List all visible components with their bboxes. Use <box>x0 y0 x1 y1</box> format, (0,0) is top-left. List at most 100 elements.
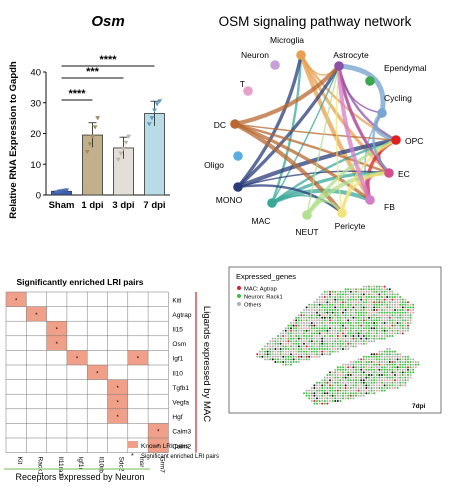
spatial-spot <box>339 337 342 340</box>
spatial-spot <box>336 381 339 384</box>
spatial-spot <box>391 358 394 361</box>
spatial-spot <box>368 322 370 324</box>
spatial-spot <box>323 290 326 293</box>
spatial-spot <box>375 293 378 296</box>
spatial-spot <box>394 332 396 335</box>
spatial-spot <box>412 306 415 309</box>
spatial-spot <box>349 384 352 387</box>
spatial-spot <box>396 371 399 374</box>
spatial-spot <box>339 296 342 298</box>
spatial-spot <box>329 324 331 327</box>
spatial-spot <box>323 384 326 387</box>
spatial-spot <box>409 306 412 309</box>
spatial-spot <box>308 353 311 356</box>
spatial-spot <box>409 366 412 369</box>
spatial-spot <box>323 394 326 397</box>
spatial-spot <box>404 355 407 358</box>
spatial-spot <box>310 400 313 402</box>
spatial-spot <box>404 368 407 371</box>
spatial-spot <box>360 384 363 387</box>
spatial-spot <box>370 311 373 314</box>
spatial-spot <box>342 381 344 384</box>
spatial-spot <box>409 368 412 371</box>
spatial-spot <box>409 314 412 317</box>
spatial-spot <box>336 342 339 345</box>
spatial-spot <box>349 392 352 395</box>
spatial-spot <box>365 381 368 384</box>
spatial-spot <box>370 361 373 363</box>
spatial-spot <box>388 355 391 358</box>
spatial-spot <box>347 303 350 306</box>
spatial-spot <box>373 387 376 389</box>
spatial-spot <box>336 311 339 314</box>
spatial-spot <box>375 303 378 306</box>
spatial-spot <box>378 301 381 304</box>
spatial-spot <box>300 350 303 353</box>
spatial-spot <box>347 384 350 387</box>
spatial-spot <box>401 374 404 376</box>
spatial-spot <box>313 327 316 330</box>
spatial-spot <box>375 355 378 358</box>
spatial-spot <box>305 389 308 392</box>
spatial-spot <box>347 296 350 298</box>
spatial-spot <box>321 324 324 327</box>
spatial-spot <box>409 309 412 311</box>
spatial-spot <box>295 316 298 319</box>
spatial-spot <box>305 319 308 322</box>
spatial-spot <box>368 285 370 288</box>
spatial-spot <box>352 371 355 374</box>
spatial-spot <box>365 324 368 327</box>
spatial-spot <box>388 319 391 322</box>
spatial-spot <box>336 293 339 296</box>
spatial-spot <box>292 350 295 353</box>
lri-significant-marker: * <box>56 342 59 348</box>
spatial-spot <box>284 358 287 361</box>
spatial-spot <box>326 290 329 293</box>
spatial-spot <box>292 340 295 343</box>
spatial-spot <box>381 337 383 340</box>
spatial-spot <box>349 394 352 397</box>
spatial-spot <box>292 337 295 340</box>
spatial-spot <box>409 316 412 319</box>
spatial-spot <box>290 322 292 324</box>
spatial-spot <box>344 296 347 298</box>
spatial-spot <box>352 319 355 322</box>
spatial-spot <box>277 345 279 348</box>
spatial-title: Expressed_genes <box>236 272 296 281</box>
spatial-spot <box>360 309 363 311</box>
lri-row-label: Hgf <box>172 414 182 421</box>
spatial-spot <box>274 355 277 358</box>
spatial-spot <box>287 361 290 363</box>
spatial-spot <box>396 309 399 311</box>
bar-y-tick-label: 40 <box>30 68 41 79</box>
spatial-spot <box>381 361 383 363</box>
spatial-spot <box>373 309 376 311</box>
spatial-spot <box>323 381 326 384</box>
spatial-spot <box>318 337 321 340</box>
lri-row-label: Vegfa <box>172 400 189 407</box>
spatial-spot <box>357 366 360 369</box>
spatial-spot <box>391 301 394 304</box>
spatial-spot <box>391 311 394 314</box>
spatial-spot <box>282 358 285 361</box>
spatial-spot <box>316 394 318 397</box>
spatial-spot <box>368 340 370 343</box>
spatial-spot <box>326 389 329 392</box>
spatial-spot <box>355 363 357 366</box>
lri-xlabel: Receptors expressed by Neuron <box>15 472 144 482</box>
spatial-spot <box>401 368 404 371</box>
spatial-spot <box>339 324 342 327</box>
spatial-spot <box>362 322 365 324</box>
spatial-spot <box>391 355 394 358</box>
spatial-spot <box>383 316 386 319</box>
spatial-spot <box>318 387 321 389</box>
spatial-spot <box>368 387 370 389</box>
spatial-spot <box>383 358 386 361</box>
spatial-spot <box>355 376 357 379</box>
spatial-spot <box>342 366 344 369</box>
spatial-spot <box>355 296 357 298</box>
spatial-spot <box>355 309 357 311</box>
spatial-spot <box>308 311 311 314</box>
spatial-spot <box>383 384 386 387</box>
spatial-spot <box>318 324 321 327</box>
